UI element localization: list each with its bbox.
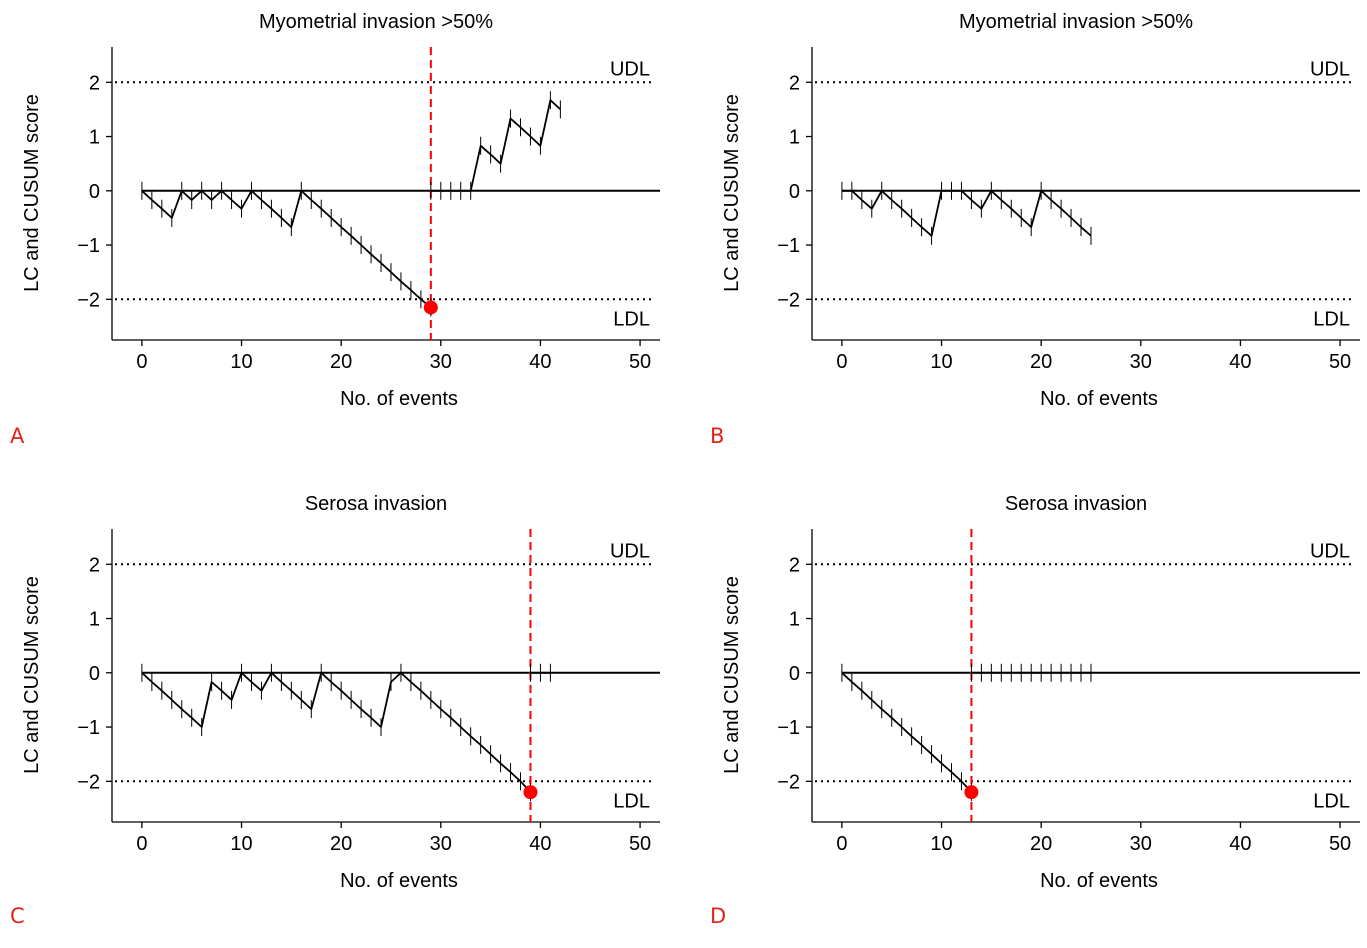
- x-axis-label: No. of events: [1040, 388, 1158, 410]
- chart-title: Serosa invasion: [1005, 493, 1147, 515]
- chart-title: Serosa invasion: [305, 493, 447, 515]
- x-tick-label: 0: [136, 833, 147, 855]
- y-tick-label: 1: [89, 127, 100, 149]
- series-line-1: [141, 671, 532, 793]
- signal-point: [523, 785, 538, 800]
- x-tick-label: 0: [836, 351, 847, 373]
- y-axis-label: LC and CUSUM score: [721, 576, 743, 774]
- y-tick-label: 1: [789, 609, 800, 631]
- udl-label: UDL: [1310, 540, 1350, 562]
- x-axis-label: No. of events: [340, 870, 458, 892]
- x-tick-label: 20: [1030, 351, 1052, 373]
- ldl-label: LDL: [1313, 308, 1350, 330]
- x-tick-label: 10: [930, 833, 952, 855]
- x-tick-label: 40: [1229, 833, 1251, 855]
- x-tick-label: 10: [230, 351, 252, 373]
- panel-letter: A: [10, 424, 25, 448]
- x-tick-label: 30: [1130, 833, 1152, 855]
- ldl-label: LDL: [1313, 790, 1350, 812]
- x-tick-label: 30: [1130, 351, 1152, 373]
- chart-panel-c: Serosa invasion 0 10 20 30 40 50 −2 −1 0 1 2 No. of …: [0, 482, 683, 948]
- y-axis-label: LC and CUSUM score: [721, 94, 743, 292]
- x-axis-label: No. of events: [1040, 870, 1158, 892]
- signal-point: [964, 785, 979, 800]
- x-tick-label: 20: [330, 833, 352, 855]
- panel-letter: B: [710, 424, 725, 448]
- panel-letter: C: [10, 904, 25, 928]
- y-tick-label: 1: [89, 609, 100, 631]
- y-tick-label: −2: [77, 289, 100, 311]
- x-tick-label: 30: [430, 351, 452, 373]
- chart-title: Myometrial invasion >50%: [959, 11, 1193, 33]
- x-tick-label: 30: [430, 833, 452, 855]
- y-tick-label: 2: [89, 554, 100, 576]
- x-axis-label: No. of events: [340, 388, 458, 410]
- udl-label: UDL: [1310, 58, 1350, 80]
- y-tick-label: 1: [789, 127, 800, 149]
- x-tick-label: 40: [529, 833, 551, 855]
- y-tick-label: 0: [89, 663, 100, 685]
- chart-panel-a: Myometrial invasion >50% 0 10 20 30 40 50 −2 −1 0…: [0, 0, 683, 466]
- series-line-1: [141, 189, 432, 309]
- x-tick-label: 50: [1329, 833, 1351, 855]
- series-line-2: [430, 99, 562, 192]
- y-tick-label: −2: [777, 289, 800, 311]
- chart-panel-b: Myometrial invasion >50% 0 10 20 30 40 50 −2 −1 0…: [700, 0, 1367, 466]
- y-tick-label: −2: [77, 771, 100, 793]
- chart-svg: Serosa invasion 0 10 20 30 40 50 −2 −1 0 1 2 No. of …: [21, 493, 660, 892]
- y-axis-label: LC and CUSUM score: [21, 576, 43, 774]
- chart-svg: Serosa invasion 0 10 20 30 40 50 −2 −1 0 1 2 No. of …: [721, 493, 1360, 892]
- x-tick-label: 20: [1030, 833, 1052, 855]
- y-tick-label: 2: [789, 554, 800, 576]
- y-tick-label: −1: [77, 235, 100, 257]
- x-tick-label: 50: [629, 833, 651, 855]
- x-tick-label: 0: [836, 833, 847, 855]
- udl-label: UDL: [610, 540, 650, 562]
- y-tick-label: 0: [789, 663, 800, 685]
- x-tick-label: 10: [230, 833, 252, 855]
- y-tick-label: −1: [777, 235, 800, 257]
- y-tick-label: 0: [89, 181, 100, 203]
- y-axis-label: LC and CUSUM score: [21, 94, 43, 292]
- y-tick-label: −2: [777, 771, 800, 793]
- x-tick-label: 50: [629, 351, 651, 373]
- chart-svg: Myometrial invasion >50% 0 10 20 30 40 50 −2 −1 0…: [721, 11, 1360, 410]
- x-tick-label: 20: [330, 351, 352, 373]
- y-tick-label: −1: [77, 717, 100, 739]
- chart-title: Myometrial invasion >50%: [259, 11, 493, 33]
- series-line-1: [841, 189, 1092, 237]
- udl-label: UDL: [610, 58, 650, 80]
- x-tick-label: 40: [529, 351, 551, 373]
- y-tick-label: 2: [789, 72, 800, 94]
- y-tick-label: −1: [777, 717, 800, 739]
- panel-letter: D: [710, 904, 727, 928]
- ldl-label: LDL: [613, 790, 650, 812]
- ldl-label: LDL: [613, 308, 650, 330]
- x-tick-label: 10: [930, 351, 952, 373]
- y-tick-label: 2: [89, 72, 100, 94]
- series-line-1: [841, 672, 973, 793]
- x-tick-label: 50: [1329, 351, 1351, 373]
- x-tick-label: 40: [1229, 351, 1251, 373]
- signal-point: [423, 300, 438, 315]
- chart-panel-d: Serosa invasion 0 10 20 30 40 50 −2 −1 0 1 2 No. of …: [700, 482, 1367, 948]
- x-tick-label: 0: [136, 351, 147, 373]
- y-tick-label: 0: [789, 181, 800, 203]
- chart-svg: Myometrial invasion >50% 0 10 20 30 40 50 −2 −1 0…: [21, 11, 660, 410]
